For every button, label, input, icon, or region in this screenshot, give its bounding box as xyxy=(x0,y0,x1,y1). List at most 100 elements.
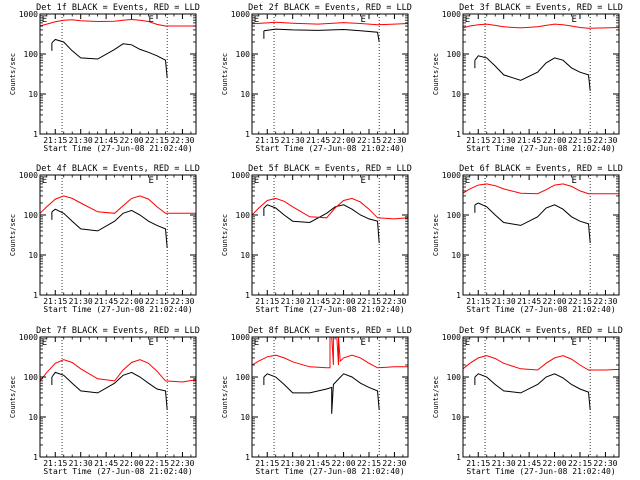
panel-1: Det 1f BLACK = Events, RED = LLD 1 10 100 10… xyxy=(9,3,200,153)
x-tick-label: 22:30 xyxy=(593,297,617,306)
event-marker: E xyxy=(465,176,470,186)
y-axis-label: Counts/sec xyxy=(432,376,440,418)
lld-series-line xyxy=(251,336,408,369)
x-tick-label: 21:30 xyxy=(69,297,93,306)
y-axis-label: Counts/sec xyxy=(221,53,229,95)
events-series-line xyxy=(51,208,168,249)
y-tick-label: 1000 xyxy=(231,333,250,342)
x-tick-label: 22:15 xyxy=(357,297,381,306)
x-tick-label: 21:30 xyxy=(492,297,516,306)
event-marker: E xyxy=(42,15,47,25)
x-tick-label: 22:00 xyxy=(543,297,567,306)
x-tick-label: 21:15 xyxy=(466,297,490,306)
x-tick-label: 22:30 xyxy=(593,459,617,468)
event-marker: E xyxy=(572,176,577,186)
y-tick-label: 1000 xyxy=(442,10,461,19)
y-tick-label: 1000 xyxy=(442,333,461,342)
x-tick-label: 21:15 xyxy=(255,297,279,306)
x-tick-label: 22:00 xyxy=(332,136,356,145)
y-tick-label: 10 xyxy=(28,90,38,99)
x-axis-label: Start Time (27-Jun-08 21:02:40) xyxy=(255,305,404,314)
event-marker: E xyxy=(361,15,366,25)
panel-2: Det 2f BLACK = Events, RED = LLD 1 10 100 10… xyxy=(221,3,412,153)
lld-series-line xyxy=(39,359,197,383)
x-tick-label: 22:30 xyxy=(170,297,194,306)
x-tick-label: 22:15 xyxy=(357,136,381,145)
x-axis-label: Start Time (27-Jun-08 21:02:40) xyxy=(466,467,615,476)
y-tick-label: 1000 xyxy=(231,171,250,180)
y-tick-label: 1 xyxy=(456,453,461,462)
y-tick-label: 10 xyxy=(451,413,461,422)
y-axis-label: Counts/sec xyxy=(432,214,440,256)
x-tick-label: 21:45 xyxy=(306,459,330,468)
x-tick-label: 22:00 xyxy=(543,136,567,145)
x-tick-label: 22:00 xyxy=(332,297,356,306)
event-marker: E xyxy=(361,176,366,186)
y-axis-label: Counts/sec xyxy=(432,53,440,95)
event-marker: E xyxy=(465,338,470,348)
x-tick-label: 22:30 xyxy=(170,136,194,145)
x-tick-label: 21:45 xyxy=(94,459,118,468)
y-tick-label: 1000 xyxy=(19,171,38,180)
events-series-line xyxy=(263,28,380,43)
x-tick-label: 22:15 xyxy=(357,459,381,468)
y-axis-label: Counts/sec xyxy=(9,376,17,418)
panel-title: Det 1f BLACK = Events, RED = LLD xyxy=(36,3,200,13)
panel-5: Det 5f BLACK = Events, RED = LLD 1 10 100 10… xyxy=(221,164,412,314)
lld-series-line xyxy=(39,18,196,27)
panel-3: Det 3f BLACK = Events, RED = LLD 1 10 100 10… xyxy=(432,3,623,153)
panel-title: Det 5f BLACK = Events, RED = LLD xyxy=(248,164,412,174)
x-tick-label: 21:15 xyxy=(43,459,67,468)
events-series-line xyxy=(474,373,591,411)
y-tick-label: 1 xyxy=(456,291,461,300)
lld-series-line xyxy=(462,355,620,371)
x-tick-label: 22:15 xyxy=(145,297,169,306)
x-tick-label: 22:00 xyxy=(120,459,144,468)
x-tick-label: 21:45 xyxy=(306,136,330,145)
x-tick-label: 21:15 xyxy=(466,459,490,468)
y-tick-label: 100 xyxy=(24,373,39,382)
panel-title: Det 8f BLACK = Events, RED = LLD xyxy=(248,326,412,336)
y-tick-label: 10 xyxy=(240,90,250,99)
x-tick-label: 21:45 xyxy=(306,297,330,306)
x-tick-label: 22:00 xyxy=(120,136,144,145)
x-tick-label: 21:30 xyxy=(492,459,516,468)
event-marker: E xyxy=(254,176,259,186)
x-axis-label: Start Time (27-Jun-08 21:02:40) xyxy=(43,467,192,476)
y-tick-label: 10 xyxy=(451,90,461,99)
event-marker: E xyxy=(149,338,154,348)
y-tick-label: 1 xyxy=(33,291,38,300)
x-tick-label: 22:00 xyxy=(543,459,567,468)
plot-frame xyxy=(251,336,409,458)
events-series-line xyxy=(474,202,591,244)
x-axis-label: Start Time (27-Jun-08 21:02:40) xyxy=(466,305,615,314)
events-series-line xyxy=(263,204,380,244)
y-tick-label: 10 xyxy=(240,251,250,260)
y-axis-label: Counts/sec xyxy=(221,376,229,418)
y-tick-label: 100 xyxy=(447,211,462,220)
x-tick-label: 21:45 xyxy=(94,297,118,306)
x-tick-label: 21:30 xyxy=(281,459,305,468)
panel-8: Det 8f BLACK = Events, RED = LLD 1 10 100 10… xyxy=(221,326,412,476)
panel-title: Det 3f BLACK = Events, RED = LLD xyxy=(459,3,623,13)
y-tick-label: 1 xyxy=(33,453,38,462)
event-marker: E xyxy=(254,15,259,25)
x-tick-label: 22:00 xyxy=(332,459,356,468)
x-tick-label: 21:30 xyxy=(281,136,305,145)
x-tick-label: 21:45 xyxy=(517,297,541,306)
event-marker: E xyxy=(149,15,154,25)
y-tick-label: 1 xyxy=(245,130,250,139)
event-marker: E xyxy=(361,338,366,348)
x-tick-label: 21:15 xyxy=(466,136,490,145)
events-series-line xyxy=(51,371,168,411)
plot-frame xyxy=(462,336,620,458)
panel-6: Det 6f BLACK = Events, RED = LLD 1 10 100 10… xyxy=(432,164,623,314)
y-tick-label: 10 xyxy=(28,413,38,422)
x-tick-label: 22:30 xyxy=(382,459,406,468)
events-series-line xyxy=(263,373,380,414)
plot-frame xyxy=(251,13,409,135)
y-tick-label: 1 xyxy=(245,291,250,300)
x-tick-label: 21:15 xyxy=(43,136,67,145)
x-tick-label: 22:30 xyxy=(593,136,617,145)
